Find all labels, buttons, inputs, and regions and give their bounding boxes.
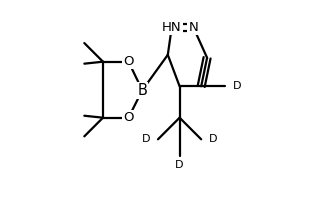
Text: D: D <box>209 134 218 144</box>
Text: D: D <box>142 134 150 144</box>
Text: O: O <box>123 55 134 68</box>
Text: O: O <box>123 111 134 124</box>
Text: N: N <box>188 21 198 34</box>
Text: HN: HN <box>162 21 181 34</box>
Text: D: D <box>175 160 184 170</box>
Text: D: D <box>233 81 241 91</box>
Text: B: B <box>137 83 147 98</box>
